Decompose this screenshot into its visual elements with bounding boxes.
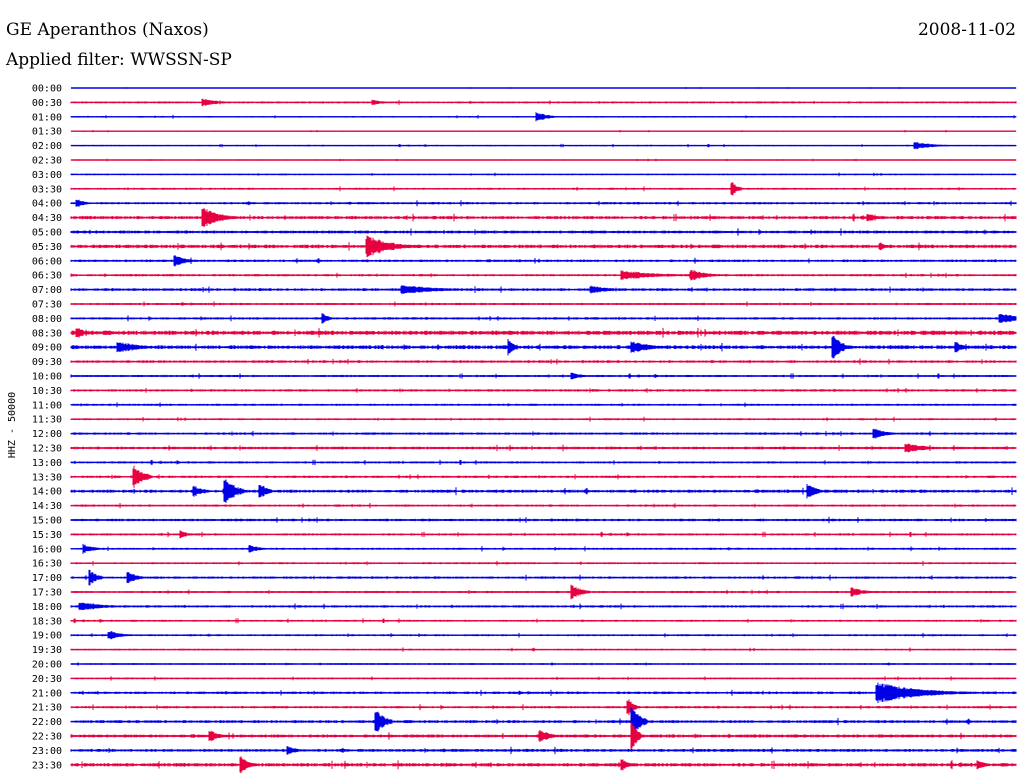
y-axis-label: HHZ - 50000 [7,392,18,458]
row-label-0530: 05:30 [32,242,62,253]
row-label-1700: 17:00 [32,573,62,584]
row-label-1200: 12:00 [32,429,62,440]
row-label-0930: 09:30 [32,357,62,368]
row-label-1030: 10:30 [32,386,62,397]
row-label-0030: 00:30 [32,98,62,109]
row-label-1730: 17:30 [32,588,62,599]
row-label-0100: 01:00 [32,112,62,123]
row-label-1800: 18:00 [32,602,62,613]
row-label-1130: 11:30 [32,415,62,426]
filter-label: Applied filter: WWSSN-SP [6,50,232,70]
row-label-0900: 09:00 [32,343,62,354]
row-label-2330: 23:30 [32,760,62,771]
row-label-2030: 20:30 [32,674,62,685]
row-label-0400: 04:00 [32,199,62,210]
row-label-2230: 22:30 [32,732,62,743]
row-label-0830: 08:30 [32,328,62,339]
row-label-1930: 19:30 [32,645,62,656]
row-label-2300: 23:00 [32,746,62,757]
row-label-0300: 03:00 [32,170,62,181]
seismic-traces [70,87,1017,774]
row-label-0330: 03:30 [32,184,62,195]
row-label-0000: 00:00 [32,84,62,95]
row-label-1300: 13:00 [32,458,62,469]
row-label-1600: 16:00 [32,544,62,555]
row-label-1100: 11:00 [32,400,62,411]
row-label-1500: 15:00 [32,516,62,527]
row-label-0700: 07:00 [32,285,62,296]
row-label-0730: 07:30 [32,300,62,311]
row-label-1830: 18:30 [32,616,62,627]
row-label-2100: 21:00 [32,688,62,699]
row-label-1000: 10:00 [32,372,62,383]
station-title: GE Aperanthos (Naxos) [6,20,209,40]
row-label-1530: 15:30 [32,530,62,541]
row-label-1430: 14:30 [32,501,62,512]
row-label-1330: 13:30 [32,472,62,483]
row-label-0630: 06:30 [32,271,62,282]
row-label-0200: 02:00 [32,141,62,152]
row-label-2200: 22:00 [32,717,62,728]
row-label-1230: 12:30 [32,444,62,455]
row-label-1630: 16:30 [32,559,62,570]
row-label-0430: 04:30 [32,213,62,224]
row-label-1400: 14:00 [32,487,62,498]
row-label-0600: 06:00 [32,256,62,267]
row-label-2130: 21:30 [32,703,62,714]
row-label-0500: 05:00 [32,228,62,239]
row-label-1900: 19:00 [32,631,62,642]
row-label-0130: 01:30 [32,127,62,138]
row-label-0230: 02:30 [32,156,62,167]
row-label-2000: 20:00 [32,660,62,671]
row-time-labels: 00:00 00:30 01:00 01:30 02:00 02:30 03:00 03:30… [32,84,62,772]
record-date: 2008-11-02 [917,20,1016,40]
row-label-0800: 08:00 [32,314,62,325]
